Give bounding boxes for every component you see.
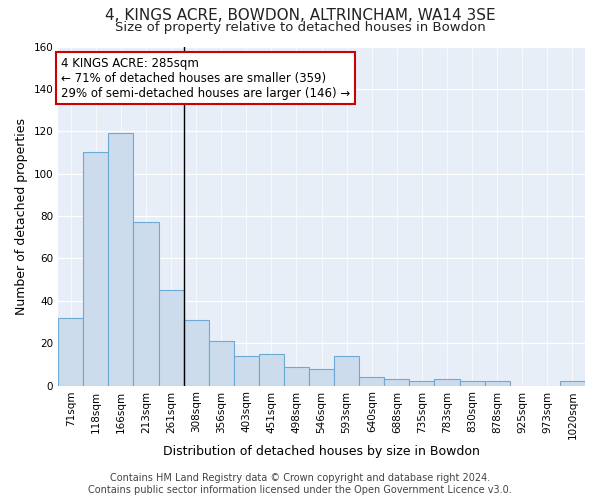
Bar	[133, 222, 158, 386]
Y-axis label: Number of detached properties: Number of detached properties	[15, 118, 28, 314]
Bar	[434, 379, 460, 386]
Text: 4, KINGS ACRE, BOWDON, ALTRINCHAM, WA14 3SE: 4, KINGS ACRE, BOWDON, ALTRINCHAM, WA14 …	[104, 8, 496, 22]
Bar	[309, 368, 334, 386]
Bar	[284, 366, 309, 386]
Bar	[485, 382, 510, 386]
Bar	[209, 341, 234, 386]
Bar	[359, 377, 385, 386]
Bar	[460, 382, 485, 386]
Bar	[109, 134, 133, 386]
Bar	[58, 318, 83, 386]
Text: Contains HM Land Registry data © Crown copyright and database right 2024.
Contai: Contains HM Land Registry data © Crown c…	[88, 474, 512, 495]
Bar	[259, 354, 284, 386]
Bar	[385, 379, 409, 386]
Text: Size of property relative to detached houses in Bowdon: Size of property relative to detached ho…	[115, 21, 485, 34]
Bar	[334, 356, 359, 386]
X-axis label: Distribution of detached houses by size in Bowdon: Distribution of detached houses by size …	[163, 444, 480, 458]
Text: 4 KINGS ACRE: 285sqm
← 71% of detached houses are smaller (359)
29% of semi-deta: 4 KINGS ACRE: 285sqm ← 71% of detached h…	[61, 56, 350, 100]
Bar	[409, 382, 434, 386]
Bar	[234, 356, 259, 386]
Bar	[560, 382, 585, 386]
Bar	[83, 152, 109, 386]
Bar	[184, 320, 209, 386]
Bar	[158, 290, 184, 386]
